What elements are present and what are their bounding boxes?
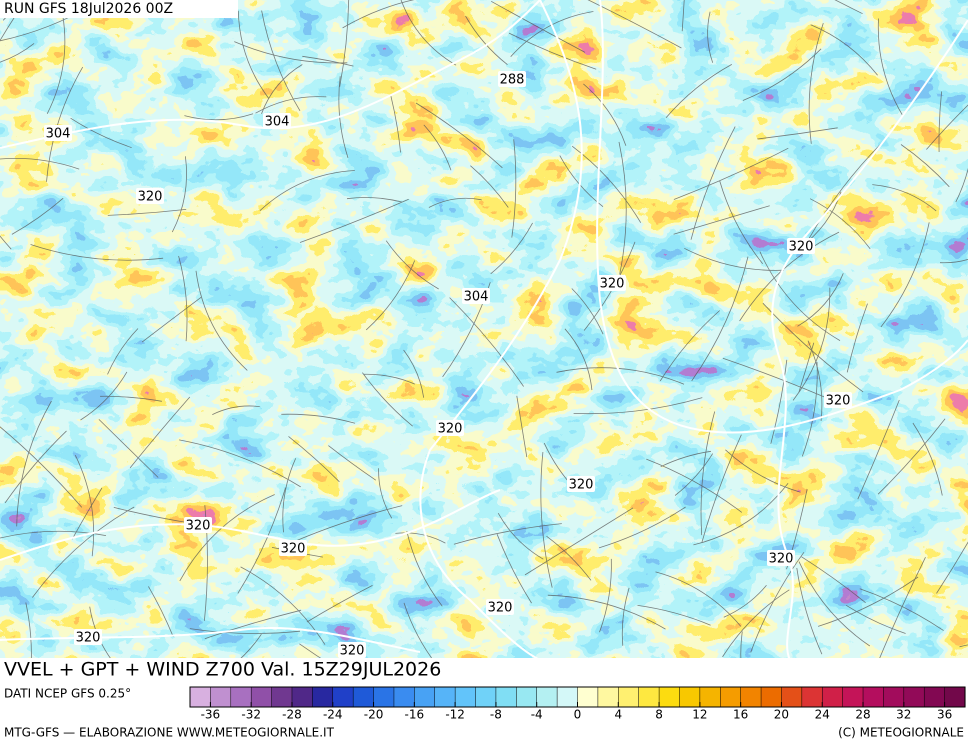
colorbar-tick-label: 28 bbox=[855, 708, 870, 722]
colorbar-swatch bbox=[190, 687, 211, 707]
colorbar-tick-label: 12 bbox=[692, 708, 707, 722]
colorbar-tick-label: -36 bbox=[201, 708, 221, 722]
colorbar-swatch bbox=[659, 687, 680, 707]
contour-label: 320 bbox=[569, 478, 594, 493]
colorbar-swatch bbox=[924, 687, 945, 707]
colorbar-tick-label: 16 bbox=[733, 708, 748, 722]
colorbar-swatch bbox=[822, 687, 843, 707]
colorbar-tick-label: -28 bbox=[282, 708, 302, 722]
colorbar-swatch bbox=[435, 687, 456, 707]
contour-label: 320 bbox=[769, 552, 794, 567]
colorbar-swatch bbox=[578, 687, 599, 707]
colorbar-swatch bbox=[455, 687, 476, 707]
run-label: RUN GFS 18Jul2026 00Z bbox=[4, 1, 173, 17]
contour-label: 320 bbox=[789, 240, 814, 255]
contour-label: 304 bbox=[46, 127, 71, 142]
colorbar-tick-label: -24 bbox=[323, 708, 343, 722]
contour-label: 288 bbox=[500, 73, 525, 88]
colorbar-tick-label: 24 bbox=[815, 708, 830, 722]
contour-label: 320 bbox=[186, 519, 211, 534]
colorbar-swatch bbox=[618, 687, 639, 707]
contour-label: 304 bbox=[464, 290, 489, 305]
colorbar-swatch bbox=[272, 687, 293, 707]
colorbar-swatch bbox=[414, 687, 435, 707]
colorbar-swatch bbox=[802, 687, 823, 707]
contour-label: 320 bbox=[138, 190, 163, 205]
colorbar-swatch bbox=[333, 687, 354, 707]
source-label: DATI NCEP GFS 0.25° bbox=[4, 687, 131, 701]
colorbar-swatch bbox=[231, 687, 252, 707]
colorbar-swatch bbox=[537, 687, 558, 707]
colorbar-swatch bbox=[476, 687, 497, 707]
colorbar-swatch bbox=[353, 687, 374, 707]
colorbar-tick-label: -32 bbox=[241, 708, 261, 722]
contour-label: 320 bbox=[600, 277, 625, 292]
colorbar-swatch bbox=[251, 687, 272, 707]
contour-label: 320 bbox=[340, 644, 365, 659]
colorbar-swatch bbox=[394, 687, 415, 707]
colorbar-tick-label: -20 bbox=[364, 708, 384, 722]
colorbar-tick-label: 8 bbox=[655, 708, 663, 722]
colorbar-swatch bbox=[761, 687, 782, 707]
contour-label: 304 bbox=[265, 115, 290, 130]
colorbar-swatch bbox=[679, 687, 700, 707]
map: 288 304 304 320 304 320 320 320 320 320 320 320 320 3… bbox=[0, 0, 968, 691]
colorbar-swatch bbox=[700, 687, 721, 707]
colorbar-swatch bbox=[210, 687, 231, 707]
colorbar-tick-label: 32 bbox=[896, 708, 911, 722]
colorbar-tick-label: 20 bbox=[774, 708, 789, 722]
colorbar-swatch bbox=[516, 687, 537, 707]
colorbar-tick-label: 36 bbox=[937, 708, 952, 722]
contour-label: 320 bbox=[281, 542, 306, 557]
colorbar-swatch bbox=[312, 687, 333, 707]
colorbar-swatch bbox=[843, 687, 864, 707]
colorbar-swatch bbox=[781, 687, 802, 707]
vertical-velocity-field bbox=[0, 0, 968, 660]
colorbar-swatch bbox=[598, 687, 619, 707]
colorbar-swatch bbox=[741, 687, 762, 707]
colorbar-tick-label: -4 bbox=[531, 708, 543, 722]
footer-left: MTG-GFS — ELABORAZIONE WWW.METEOGIORNALE… bbox=[4, 726, 335, 740]
footer-right: (C) METEOGIORNALE bbox=[838, 726, 964, 740]
colorbar-swatch bbox=[883, 687, 904, 707]
colorbar-swatch bbox=[639, 687, 660, 707]
contour-label: 320 bbox=[438, 422, 463, 437]
colorbar-swatch bbox=[863, 687, 884, 707]
colorbar-tick-label: 4 bbox=[614, 708, 622, 722]
colorbar-swatch bbox=[374, 687, 395, 707]
colorbar-swatch bbox=[496, 687, 517, 707]
map-title: VVEL + GPT + WIND Z700 Val. 15Z29JUL2026 bbox=[4, 659, 441, 681]
colorbar-tick-label: -12 bbox=[445, 708, 465, 722]
contour-label: 320 bbox=[826, 394, 851, 409]
colorbar-swatch bbox=[557, 687, 578, 707]
colorbar-tick-label: -8 bbox=[490, 708, 502, 722]
colorbar-swatch bbox=[720, 687, 741, 707]
colorbar-swatch bbox=[904, 687, 925, 707]
colorbar-swatch bbox=[292, 687, 313, 707]
contour-label: 320 bbox=[76, 631, 101, 646]
contour-label: 320 bbox=[488, 601, 513, 616]
colorbar-swatch bbox=[945, 687, 966, 707]
colorbar-tick-label: 0 bbox=[574, 708, 582, 722]
colorbar-tick-label: -16 bbox=[405, 708, 425, 722]
